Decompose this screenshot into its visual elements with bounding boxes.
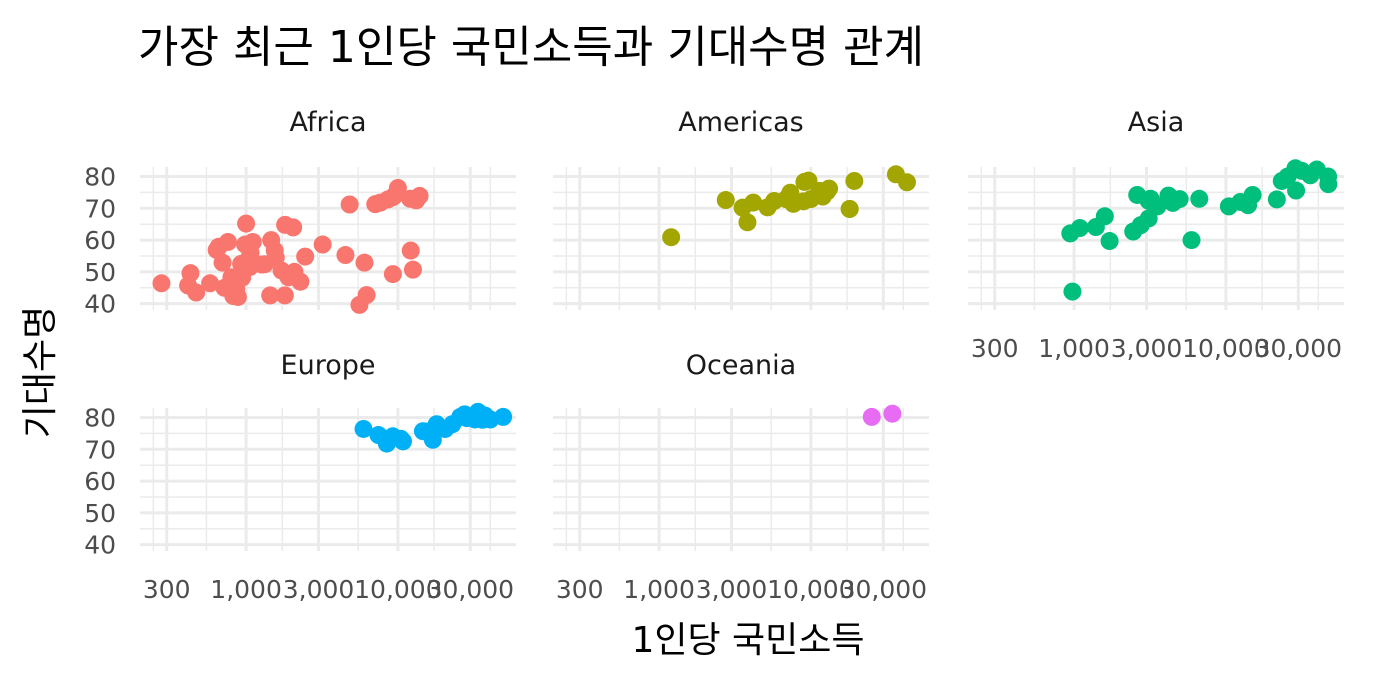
data-point	[883, 404, 902, 423]
x-tick-label: 1,000	[1038, 334, 1110, 363]
data-point	[403, 260, 422, 279]
data-point	[228, 287, 247, 306]
x-tick-label: 300	[143, 575, 191, 604]
y-axis-title: 기대수명	[20, 306, 61, 438]
data-point	[284, 218, 303, 237]
data-point	[355, 253, 374, 272]
data-point	[1243, 185, 1262, 204]
data-point	[357, 286, 376, 305]
data-point	[1182, 231, 1201, 250]
points-oceania	[862, 404, 902, 426]
data-point	[410, 186, 429, 205]
points-europe	[354, 402, 513, 453]
data-point	[662, 228, 681, 247]
x-tick-label: 300	[556, 575, 604, 604]
data-point	[897, 173, 916, 192]
data-point	[1287, 181, 1306, 200]
y-tick-label: 50	[84, 258, 116, 287]
data-point	[388, 178, 407, 197]
x-tick-label: 3,000	[283, 575, 355, 604]
data-point	[313, 235, 332, 254]
data-point	[1063, 282, 1082, 301]
x-tick-label: 10,000	[767, 575, 854, 604]
data-point	[187, 283, 206, 302]
facet-strip-label: Asia	[1128, 107, 1185, 138]
y-tick-label: 60	[84, 226, 116, 255]
x-tick-label: 10,000	[1182, 334, 1269, 363]
points-africa	[152, 178, 429, 314]
data-point	[354, 419, 373, 438]
data-point	[218, 232, 237, 251]
points-asia	[1061, 159, 1338, 301]
data-point	[716, 191, 735, 210]
x-tick-label: 3,000	[696, 575, 768, 604]
data-point	[423, 430, 442, 449]
y-tick-label: 70	[84, 194, 116, 223]
x-tick-label: 1,000	[210, 575, 282, 604]
y-tick-label: 60	[84, 467, 116, 496]
data-point	[383, 265, 402, 284]
data-point	[401, 241, 420, 260]
y-tick-label: 50	[84, 499, 116, 528]
x-tick-label: 1,000	[623, 575, 695, 604]
facet-panel-americas: Americas	[553, 107, 929, 310]
data-point	[340, 195, 359, 214]
y-tick-label: 40	[84, 531, 116, 560]
facet-strip-label: Europe	[281, 350, 376, 381]
data-point	[181, 264, 200, 283]
y-tick-label: 40	[84, 290, 116, 319]
points-americas	[662, 165, 916, 247]
data-point	[738, 213, 757, 232]
data-point	[494, 407, 513, 426]
data-point	[1100, 232, 1119, 251]
data-point	[237, 214, 256, 233]
facet-strip-label: Africa	[289, 107, 366, 138]
data-point	[296, 247, 315, 266]
chart-title: 가장 최근 1인당 국민소득과 기대수명 관계	[138, 22, 924, 73]
data-point	[201, 274, 220, 293]
x-tick-label: 3,000	[1111, 334, 1183, 363]
data-point	[261, 286, 280, 305]
x-tick-label: 30,000	[427, 575, 514, 604]
data-point	[820, 179, 839, 198]
x-axis-title: 1인당 국민소득	[631, 620, 864, 661]
data-point	[1070, 219, 1089, 238]
x-tick-label: 10,000	[354, 575, 441, 604]
data-point	[1267, 190, 1286, 209]
facet-strip-label: Americas	[678, 107, 803, 138]
data-point	[840, 199, 859, 218]
data-point	[394, 432, 413, 451]
data-point	[845, 171, 864, 190]
x-tick-label: 30,000	[840, 575, 927, 604]
data-point	[1190, 189, 1209, 208]
data-point	[336, 246, 355, 265]
data-point	[744, 193, 763, 212]
data-point	[291, 272, 310, 291]
data-point	[1319, 175, 1338, 194]
data-point	[862, 407, 881, 426]
x-tick-label: 30,000	[1255, 334, 1342, 363]
data-point	[1148, 197, 1167, 216]
y-tick-label: 80	[84, 404, 116, 433]
data-point	[1095, 207, 1114, 226]
data-point	[243, 232, 262, 251]
data-point	[275, 286, 294, 305]
facet-strip-label: Oceania	[686, 350, 796, 381]
data-point	[152, 274, 171, 293]
x-tick-label: 300	[971, 334, 1019, 363]
data-point	[1170, 190, 1189, 209]
data-point	[213, 253, 232, 272]
y-tick-label: 70	[84, 435, 116, 464]
y-tick-label: 80	[84, 163, 116, 192]
